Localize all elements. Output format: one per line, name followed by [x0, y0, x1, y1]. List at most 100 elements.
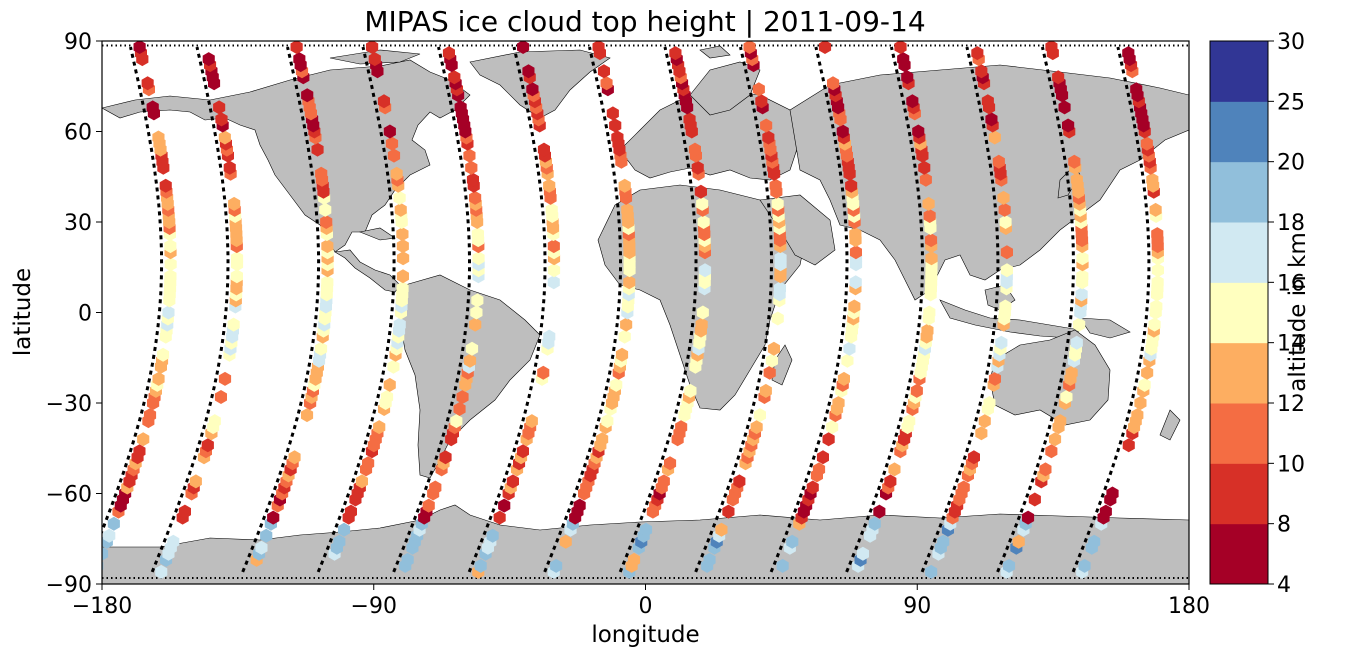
cloud-marker	[133, 444, 146, 459]
cloud-marker	[733, 474, 746, 489]
cloud-marker	[923, 209, 936, 223]
cloud-marker	[997, 190, 1010, 205]
cloud-marker	[600, 76, 613, 91]
cloud-marker	[133, 41, 146, 54]
cloud-marker	[592, 41, 605, 54]
cloud-marker	[537, 365, 550, 380]
cloud-marker	[832, 396, 845, 410]
cloud-marker	[1148, 317, 1161, 332]
cloud-marker	[691, 160, 704, 175]
cloud-marker	[146, 100, 159, 115]
cloud-marker	[1140, 136, 1153, 151]
cloud-marker	[921, 323, 934, 338]
land-caribbean	[358, 227, 396, 241]
cloud-marker	[1039, 462, 1052, 477]
cloud-marker	[208, 414, 221, 429]
cloud-marker	[442, 46, 455, 61]
colorbar-bin	[1210, 161, 1268, 223]
cloud-marker	[355, 474, 368, 489]
cloud-marker	[773, 281, 786, 296]
cloud-marker	[547, 275, 560, 290]
cloud-marker	[601, 414, 614, 429]
cloud-marker	[463, 353, 477, 368]
cloud-marker	[255, 540, 268, 555]
cloud-marker	[290, 41, 303, 54]
cloud-marker	[786, 534, 799, 549]
colorbar-tick-label: 12	[1277, 392, 1305, 417]
cloud-marker	[596, 432, 609, 447]
cloud-marker	[301, 408, 314, 423]
cloud-marker	[387, 148, 401, 163]
cloud-marker	[396, 239, 409, 254]
cloud-marker	[1076, 251, 1089, 266]
cloud-marker	[903, 414, 916, 429]
cloud-marker	[1122, 438, 1135, 453]
cloud-marker	[506, 474, 519, 489]
cloud-marker	[975, 426, 988, 441]
cloud-marker	[267, 510, 280, 525]
cloud-marker	[611, 130, 624, 145]
cloud-marker	[919, 172, 932, 187]
cloud-marker	[293, 52, 306, 67]
cloud-marker	[722, 504, 735, 519]
y-tick-label: 0	[78, 302, 92, 327]
cloud-marker	[516, 444, 529, 459]
colorbar-tick-label: 25	[1277, 90, 1305, 115]
cloud-marker	[202, 52, 215, 67]
y-tick-label: 60	[64, 121, 92, 146]
cloud-marker	[983, 396, 996, 410]
cloud-marker	[873, 504, 886, 519]
cloud-marker	[639, 522, 653, 537]
orbit-track	[150, 46, 230, 573]
cloud-marker	[320, 215, 333, 229]
cloud-marker	[517, 41, 530, 54]
cloud-marker	[897, 52, 910, 67]
cloud-marker	[694, 184, 707, 199]
orbit-track	[920, 46, 1000, 573]
cloud-marker	[548, 263, 561, 278]
cloud-marker	[753, 408, 766, 423]
cloud-marker	[868, 516, 881, 531]
cloud-marker	[463, 148, 476, 163]
land-scandinavia	[689, 61, 761, 116]
cloud-marker	[992, 154, 1005, 169]
cloud-marker	[385, 136, 399, 151]
cloud-marker	[699, 263, 712, 278]
cloud-marker	[774, 251, 787, 266]
cloud-marker	[971, 46, 984, 61]
cloud-marker	[957, 480, 970, 495]
cloud-marker	[998, 202, 1011, 217]
cloud-marker	[215, 112, 228, 127]
cloud-marker	[856, 546, 869, 561]
cloud-marker	[1073, 317, 1086, 332]
x-axis: −180 −90 0 90 180 longitude	[72, 584, 1210, 648]
cloud-marker	[763, 365, 776, 380]
orbit-track	[618, 46, 698, 573]
cloud-marker	[167, 534, 180, 549]
cloud-marker	[978, 414, 991, 429]
cloud-marker	[925, 233, 938, 248]
cloud-marker	[918, 160, 931, 175]
orbit-track	[316, 46, 396, 573]
chart-title: MIPAS ice cloud top height | 2011-09-14	[364, 5, 925, 38]
cloud-marker	[826, 420, 839, 435]
cloud-marker	[1078, 558, 1091, 573]
cloud-marker	[610, 377, 623, 392]
cloud-marker	[1070, 335, 1083, 350]
cloud-marker	[396, 269, 409, 284]
cloud-marker	[469, 190, 482, 205]
cloud-marker	[383, 124, 396, 139]
orbit-track	[467, 46, 547, 573]
cloud-marker	[213, 100, 226, 115]
orbit-track	[845, 46, 925, 573]
cloud-marker	[752, 82, 765, 97]
cloud-marker	[901, 70, 914, 85]
cloud-marker	[448, 70, 461, 85]
cloud-marker	[848, 299, 861, 314]
cloud-marker	[767, 341, 780, 356]
cloud-marker	[703, 552, 716, 567]
cloud-marker	[1045, 444, 1058, 459]
cloud-marker	[164, 257, 177, 272]
cloud-marker	[755, 94, 768, 109]
